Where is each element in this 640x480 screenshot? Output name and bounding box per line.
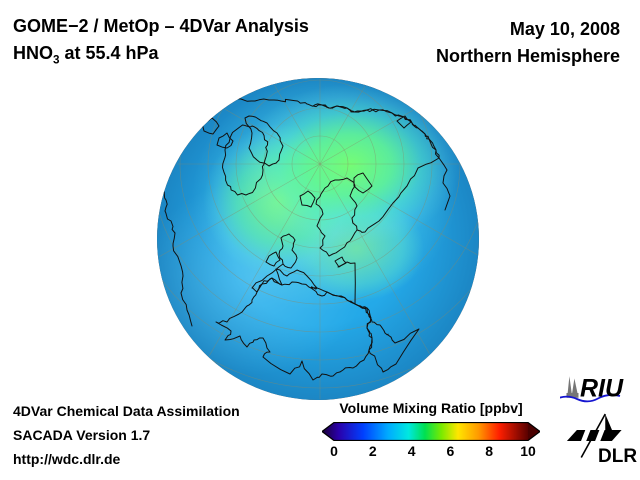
svg-text:RIU: RIU [580,376,624,403]
svg-text:DLR: DLR [598,446,637,465]
